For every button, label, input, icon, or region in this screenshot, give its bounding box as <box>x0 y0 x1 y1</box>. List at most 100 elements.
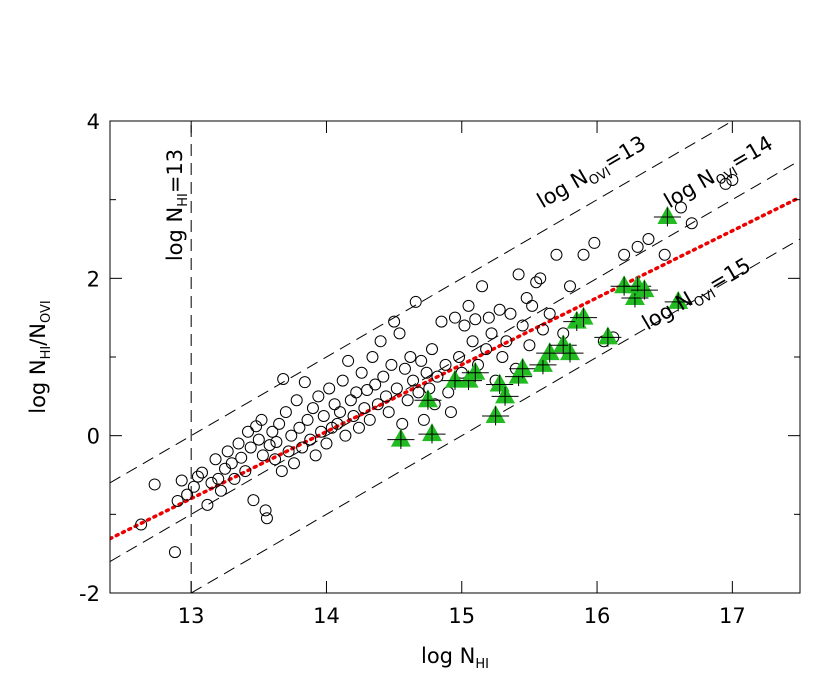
annotation: log NOVI=13 <box>533 131 652 216</box>
point <box>520 292 533 304</box>
label-subscript: OVI <box>39 300 54 323</box>
point <box>135 518 148 531</box>
point <box>187 480 200 493</box>
point <box>244 441 257 454</box>
point <box>269 453 282 466</box>
point <box>366 351 379 363</box>
point <box>228 472 241 485</box>
point <box>504 307 517 320</box>
point <box>444 406 457 419</box>
plot-frame <box>109 120 801 594</box>
point <box>512 268 525 281</box>
label-subscript: HI <box>39 346 54 360</box>
point <box>214 484 227 497</box>
point <box>201 498 214 511</box>
point <box>536 323 549 336</box>
point <box>577 248 590 261</box>
point <box>523 339 536 352</box>
point <box>401 394 414 407</box>
point <box>355 366 368 379</box>
point <box>564 280 576 293</box>
point <box>396 417 409 430</box>
point <box>361 384 374 397</box>
point <box>350 386 363 399</box>
point <box>312 390 325 403</box>
annotation: log NOVI=14 <box>660 131 779 216</box>
y-tick-label: -2 <box>79 582 100 606</box>
point <box>618 248 631 261</box>
point <box>526 299 539 312</box>
point <box>212 472 225 485</box>
point <box>393 327 406 340</box>
point <box>388 315 401 328</box>
point <box>298 376 311 389</box>
point <box>363 413 376 426</box>
x-tick-label: 16 <box>584 604 611 628</box>
point <box>390 382 403 395</box>
point <box>415 354 428 367</box>
point <box>301 413 314 426</box>
point <box>256 449 269 462</box>
point <box>331 417 344 430</box>
point <box>273 417 286 430</box>
point <box>371 398 384 411</box>
point <box>293 421 306 434</box>
point <box>442 386 455 399</box>
point <box>263 439 276 452</box>
point <box>235 451 248 464</box>
point <box>306 402 319 415</box>
point <box>685 217 698 230</box>
point <box>485 327 498 340</box>
point <box>320 437 333 450</box>
point <box>642 233 655 245</box>
point <box>417 413 430 426</box>
point <box>317 410 330 422</box>
point <box>380 390 392 403</box>
point <box>282 445 295 458</box>
point <box>344 394 357 407</box>
label-part: =15 <box>705 253 755 296</box>
point <box>453 351 466 363</box>
point <box>205 476 218 489</box>
label-part: log N <box>533 165 592 213</box>
point <box>358 402 371 415</box>
x-tick-label: 15 <box>448 604 475 628</box>
point <box>304 433 317 446</box>
point <box>266 425 279 438</box>
point <box>296 441 309 454</box>
point <box>407 374 420 387</box>
point <box>288 457 300 470</box>
point <box>259 504 272 517</box>
point <box>323 382 336 395</box>
point <box>449 311 461 324</box>
point <box>168 546 181 559</box>
point <box>658 248 671 261</box>
point <box>412 386 425 399</box>
point <box>516 319 529 332</box>
point <box>225 457 238 470</box>
point <box>352 421 365 434</box>
point <box>439 358 452 371</box>
point <box>277 373 290 386</box>
x-axis-label: log NHI <box>421 644 489 672</box>
x-tick-label: 17 <box>719 604 746 628</box>
point <box>242 425 254 438</box>
point <box>260 512 273 525</box>
label-part: =13 <box>163 149 187 193</box>
label-subscript: HI <box>176 193 191 207</box>
point <box>219 462 231 475</box>
label-part: log N <box>163 207 187 261</box>
y-tick-label: 4 <box>87 110 100 134</box>
plot-area <box>110 121 800 593</box>
y-tick-label: 0 <box>87 425 100 449</box>
label-part: =13 <box>600 131 650 174</box>
label-part: log N <box>660 165 719 213</box>
point <box>631 240 644 253</box>
annotation: log NOVI=15 <box>638 253 757 338</box>
point <box>404 351 417 363</box>
label-part: /N <box>26 323 50 346</box>
annotation: log NHI=13 <box>163 149 191 261</box>
point <box>334 406 346 419</box>
point <box>534 272 547 285</box>
x-tick-label: 14 <box>313 604 340 628</box>
